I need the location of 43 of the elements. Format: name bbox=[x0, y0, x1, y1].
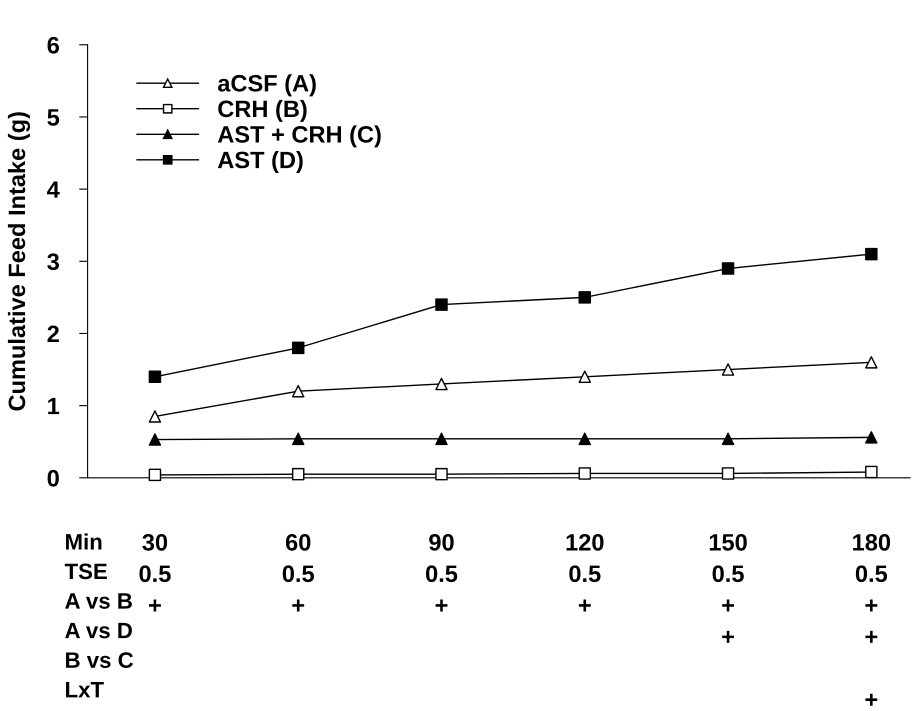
category-label: 180 0.5 + + + bbox=[853, 534, 890, 706]
y-tick-label: 5 bbox=[47, 109, 60, 126]
point bbox=[865, 356, 878, 369]
point bbox=[578, 370, 592, 384]
y-tick-label: 0 bbox=[48, 470, 59, 487]
point bbox=[435, 378, 448, 390]
x-tick-label: 30 0.5 + bbox=[139, 534, 171, 612]
point bbox=[578, 291, 592, 304]
point bbox=[292, 342, 304, 354]
y-tick-label: 2 bbox=[48, 326, 59, 342]
legend-label: AST (D) bbox=[218, 150, 303, 173]
point bbox=[578, 467, 592, 480]
x-tick-label: 120 0.5 + bbox=[566, 534, 604, 612]
point bbox=[865, 431, 878, 444]
point bbox=[148, 410, 162, 423]
point bbox=[722, 363, 734, 376]
point bbox=[148, 433, 162, 446]
y-tick-label: 4 bbox=[47, 181, 60, 198]
x-tick-label: 60 0.5 + bbox=[282, 534, 314, 612]
y-tick-label: 3 bbox=[47, 253, 59, 270]
point bbox=[435, 468, 448, 480]
legend-label: AST + CRH (C) bbox=[218, 125, 381, 148]
y-tick-label: 1 bbox=[48, 398, 60, 414]
x-tick-label: 90 0.5 + bbox=[426, 534, 458, 612]
point bbox=[722, 262, 734, 275]
point bbox=[292, 384, 304, 398]
point bbox=[148, 468, 162, 482]
point bbox=[722, 467, 734, 480]
point bbox=[292, 432, 304, 446]
point bbox=[292, 468, 304, 480]
y-tick-label: 6 bbox=[48, 36, 59, 54]
legend-label: aCSF (A) bbox=[218, 74, 316, 96]
point bbox=[435, 298, 448, 311]
x-tick-label: 150 0.5 + + bbox=[710, 534, 747, 643]
y-axis-title: Cumulative Feed Intake (g) bbox=[8, 112, 30, 411]
point bbox=[865, 248, 878, 260]
point bbox=[148, 370, 162, 384]
point bbox=[578, 432, 592, 446]
x-axis-title: Min TSE A vs B A vs D B vs C LxT bbox=[64, 533, 134, 698]
point bbox=[865, 466, 878, 478]
point bbox=[722, 432, 734, 446]
point bbox=[435, 432, 448, 446]
legend-label: CRH (B) bbox=[218, 100, 307, 122]
